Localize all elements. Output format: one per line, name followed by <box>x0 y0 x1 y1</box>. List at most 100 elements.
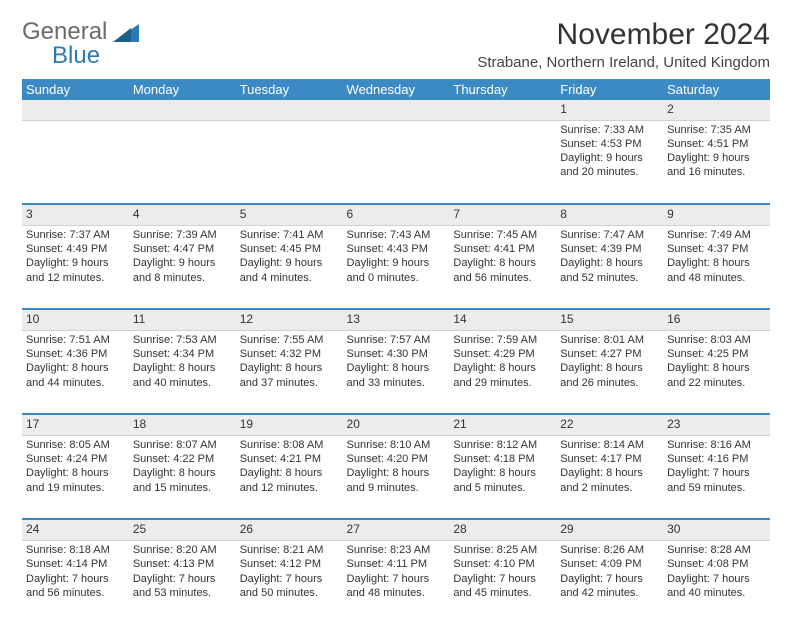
day-cell-line: Sunset: 4:22 PM <box>133 452 232 466</box>
day-cell: Sunrise: 7:49 AMSunset: 4:37 PMDaylight:… <box>663 225 770 309</box>
month-title: November 2024 <box>477 18 770 52</box>
day-header: Wednesday <box>343 79 450 100</box>
day-cell-line: Sunrise: 8:28 AM <box>667 543 766 557</box>
day-cell-line: Sunrise: 8:01 AM <box>560 333 659 347</box>
day-cell: Sunrise: 8:18 AMSunset: 4:14 PMDaylight:… <box>22 540 129 624</box>
day-cell-line: Sunset: 4:09 PM <box>560 557 659 571</box>
day-cell-line: Sunrise: 7:45 AM <box>453 228 552 242</box>
day-cell <box>236 120 343 204</box>
day-cell-line: and 16 minutes. <box>667 165 766 179</box>
day-cell: Sunrise: 7:53 AMSunset: 4:34 PMDaylight:… <box>129 330 236 414</box>
day-number: 19 <box>236 415 343 435</box>
day-number: 2 <box>663 100 770 120</box>
day-cell-line: and 48 minutes. <box>667 271 766 285</box>
location: Strabane, Northern Ireland, United Kingd… <box>477 54 770 71</box>
day-content-row: Sunrise: 7:37 AMSunset: 4:49 PMDaylight:… <box>22 225 770 309</box>
day-cell-line: Daylight: 8 hours <box>667 256 766 270</box>
day-cell-line: Sunrise: 7:55 AM <box>240 333 339 347</box>
day-cell-line: Daylight: 8 hours <box>453 256 552 270</box>
day-cell-line: Sunrise: 7:49 AM <box>667 228 766 242</box>
day-number <box>236 100 343 120</box>
day-cell-line: Sunrise: 8:12 AM <box>453 438 552 452</box>
day-cell: Sunrise: 8:20 AMSunset: 4:13 PMDaylight:… <box>129 540 236 624</box>
header: General Blue November 2024 Strabane, Nor… <box>0 0 792 79</box>
day-cell-line: and 2 minutes. <box>560 481 659 495</box>
day-cell-line: Daylight: 8 hours <box>26 361 125 375</box>
day-cell-line: Daylight: 8 hours <box>240 361 339 375</box>
day-cell-line: Sunset: 4:14 PM <box>26 557 125 571</box>
day-number: 13 <box>343 310 450 330</box>
day-header: Monday <box>129 79 236 100</box>
day-cell-line: Daylight: 8 hours <box>133 466 232 480</box>
day-cell-line: Sunset: 4:24 PM <box>26 452 125 466</box>
day-cell-line: Sunset: 4:27 PM <box>560 347 659 361</box>
day-cell-line: Sunrise: 8:21 AM <box>240 543 339 557</box>
day-content-row: Sunrise: 8:05 AMSunset: 4:24 PMDaylight:… <box>22 435 770 519</box>
day-cell-line: Sunset: 4:39 PM <box>560 242 659 256</box>
day-cell <box>22 120 129 204</box>
day-cell: Sunrise: 7:41 AMSunset: 4:45 PMDaylight:… <box>236 225 343 309</box>
day-number-row: 24252627282930 <box>22 520 770 540</box>
day-cell <box>343 120 450 204</box>
day-cell-line: and 40 minutes. <box>667 586 766 600</box>
day-cell-line: and 5 minutes. <box>453 481 552 495</box>
day-cell: Sunrise: 8:26 AMSunset: 4:09 PMDaylight:… <box>556 540 663 624</box>
day-number: 24 <box>22 520 129 540</box>
day-cell-line: Sunset: 4:49 PM <box>26 242 125 256</box>
day-cell-line: Daylight: 8 hours <box>667 361 766 375</box>
day-cell-line: Sunrise: 8:20 AM <box>133 543 232 557</box>
day-header: Thursday <box>449 79 556 100</box>
day-cell-line: and 33 minutes. <box>347 376 446 390</box>
day-cell-line: Sunset: 4:20 PM <box>347 452 446 466</box>
day-number: 21 <box>449 415 556 435</box>
day-cell-line: and 12 minutes. <box>240 481 339 495</box>
day-number: 29 <box>556 520 663 540</box>
day-cell-line: and 44 minutes. <box>26 376 125 390</box>
day-cell-line: and 56 minutes. <box>453 271 552 285</box>
day-cell-line: and 53 minutes. <box>133 586 232 600</box>
day-number: 30 <box>663 520 770 540</box>
day-cell-line: Sunrise: 8:16 AM <box>667 438 766 452</box>
day-cell-line: Sunset: 4:16 PM <box>667 452 766 466</box>
day-number: 7 <box>449 205 556 225</box>
day-content-row: Sunrise: 7:33 AMSunset: 4:53 PMDaylight:… <box>22 120 770 204</box>
day-cell-line: Sunrise: 8:07 AM <box>133 438 232 452</box>
day-cell-line: Sunrise: 8:23 AM <box>347 543 446 557</box>
day-cell-line: Sunrise: 7:41 AM <box>240 228 339 242</box>
day-header: Saturday <box>663 79 770 100</box>
day-cell-line: Sunset: 4:41 PM <box>453 242 552 256</box>
day-cell-line: Sunrise: 8:18 AM <box>26 543 125 557</box>
day-number: 26 <box>236 520 343 540</box>
title-block: November 2024 Strabane, Northern Ireland… <box>477 18 770 71</box>
day-cell-line: Daylight: 8 hours <box>560 361 659 375</box>
day-cell-line: Daylight: 8 hours <box>240 466 339 480</box>
day-cell <box>449 120 556 204</box>
day-cell-line: Sunrise: 8:05 AM <box>26 438 125 452</box>
day-cell-line: and 15 minutes. <box>133 481 232 495</box>
day-cell-line: Sunset: 4:11 PM <box>347 557 446 571</box>
day-cell-line: Daylight: 7 hours <box>667 572 766 586</box>
day-number: 9 <box>663 205 770 225</box>
day-cell-line: Daylight: 7 hours <box>133 572 232 586</box>
day-cell: Sunrise: 8:05 AMSunset: 4:24 PMDaylight:… <box>22 435 129 519</box>
day-cell-line: Sunrise: 7:39 AM <box>133 228 232 242</box>
day-cell-line: Sunset: 4:13 PM <box>133 557 232 571</box>
day-cell-line: Sunrise: 8:10 AM <box>347 438 446 452</box>
day-number: 6 <box>343 205 450 225</box>
day-cell-line: Sunrise: 8:26 AM <box>560 543 659 557</box>
day-cell-line: Sunset: 4:53 PM <box>560 137 659 151</box>
day-cell-line: and 45 minutes. <box>453 586 552 600</box>
day-cell-line: Daylight: 8 hours <box>26 466 125 480</box>
day-number: 15 <box>556 310 663 330</box>
day-cell-line: Daylight: 9 hours <box>560 151 659 165</box>
day-number <box>129 100 236 120</box>
day-number: 22 <box>556 415 663 435</box>
day-cell: Sunrise: 7:35 AMSunset: 4:51 PMDaylight:… <box>663 120 770 204</box>
day-number <box>343 100 450 120</box>
day-cell-line: Sunrise: 7:53 AM <box>133 333 232 347</box>
day-number: 12 <box>236 310 343 330</box>
day-cell-line: Daylight: 9 hours <box>133 256 232 270</box>
day-cell-line: Sunset: 4:47 PM <box>133 242 232 256</box>
day-cell: Sunrise: 7:45 AMSunset: 4:41 PMDaylight:… <box>449 225 556 309</box>
day-cell: Sunrise: 7:47 AMSunset: 4:39 PMDaylight:… <box>556 225 663 309</box>
